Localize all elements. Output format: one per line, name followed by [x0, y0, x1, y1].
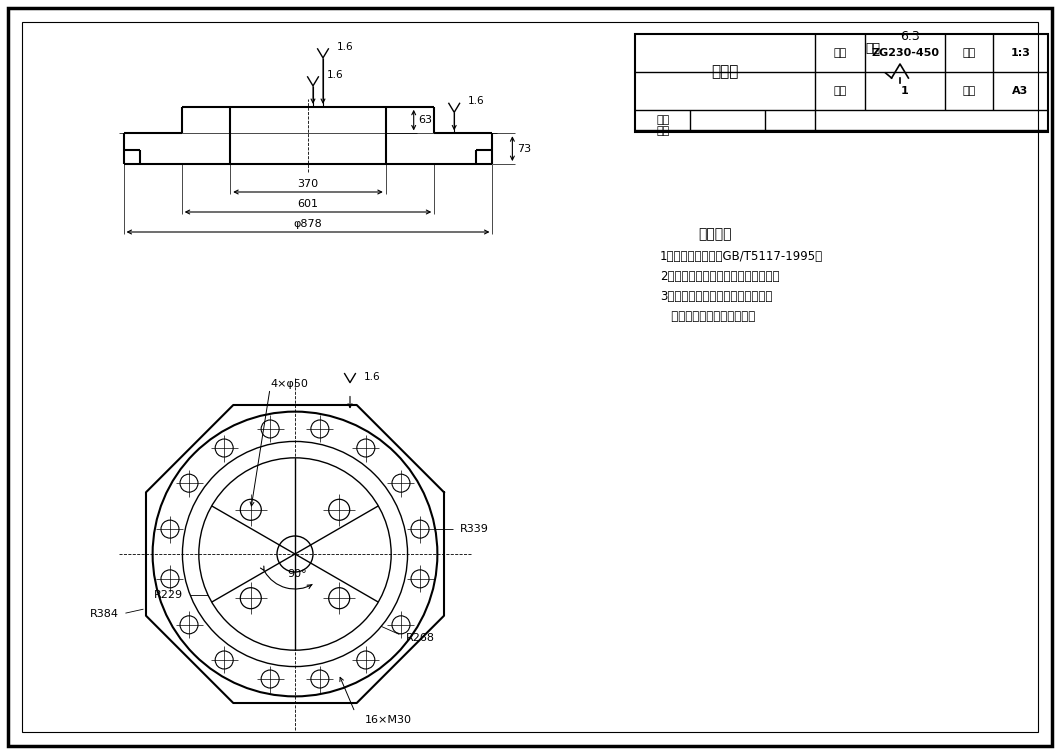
- Text: 1、未注形位公差按GB/T5117-1995；: 1、未注形位公差按GB/T5117-1995；: [660, 250, 824, 262]
- Text: 4×φ50: 4×φ50: [270, 379, 307, 388]
- Text: 纹等影响机械性能的缺陷。: 纹等影响机械性能的缺陷。: [660, 309, 755, 323]
- Text: 材料: 材料: [833, 48, 847, 58]
- Text: 连接盘: 连接盘: [711, 65, 739, 79]
- Bar: [635, 34, 1048, 132]
- Text: 图号: 图号: [962, 86, 975, 96]
- Text: φ878: φ878: [294, 219, 322, 229]
- Text: 数量: 数量: [833, 86, 847, 96]
- Text: 601: 601: [298, 199, 318, 209]
- Text: 校核: 校核: [656, 126, 670, 136]
- Text: 制图: 制图: [656, 115, 670, 125]
- Text: 2、焊缝应均匀平整，焊渣清理干净；: 2、焊缝应均匀平整，焊渣清理干净；: [660, 269, 779, 283]
- Text: 370: 370: [298, 179, 319, 189]
- Text: 1.6: 1.6: [326, 70, 343, 80]
- Text: 63: 63: [419, 115, 432, 125]
- Text: 16×M30: 16×M30: [365, 716, 412, 725]
- Text: R339: R339: [460, 524, 489, 535]
- Text: 6.3: 6.3: [900, 29, 920, 42]
- Text: R229: R229: [154, 590, 182, 599]
- Text: 1.6: 1.6: [337, 42, 354, 52]
- Text: 其余: 其余: [865, 42, 880, 56]
- Text: 1: 1: [901, 86, 908, 96]
- Text: 1:3: 1:3: [1010, 48, 1030, 58]
- Text: ZG230-450: ZG230-450: [871, 48, 939, 58]
- Text: 90°: 90°: [287, 569, 306, 579]
- Text: 1.6: 1.6: [364, 372, 381, 382]
- Text: A3: A3: [1012, 86, 1028, 96]
- Text: R268: R268: [406, 633, 436, 643]
- Text: R384: R384: [89, 609, 119, 619]
- Text: 1.6: 1.6: [469, 97, 484, 106]
- Text: 技术要求: 技术要求: [699, 227, 731, 241]
- Text: 3、焊缝应焊透，不得烧穿及产生裂: 3、焊缝应焊透，不得烧穿及产生裂: [660, 290, 773, 302]
- Text: 比例: 比例: [962, 48, 975, 58]
- Text: 73: 73: [517, 144, 531, 154]
